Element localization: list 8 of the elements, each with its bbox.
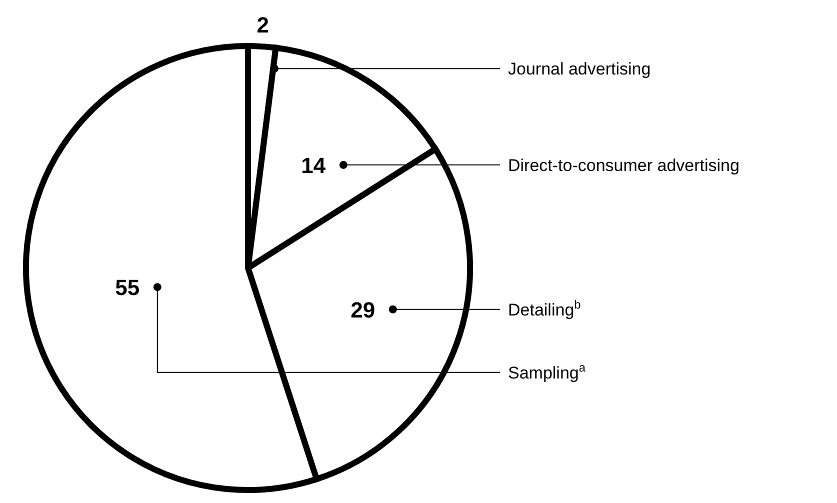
- data-label: 29: [350, 297, 376, 322]
- data-label: 2: [256, 12, 269, 38]
- slice-label: Journal advertising: [508, 60, 651, 79]
- slice-label: Sampling$^{a}$: [508, 360, 586, 382]
- data-label: 14: [301, 152, 326, 178]
- slice-label: Detailing$^{b}$: [508, 297, 582, 320]
- data-label: 55: [115, 275, 140, 300]
- slice-label: Direct-to-consumer advertising: [508, 156, 740, 175]
